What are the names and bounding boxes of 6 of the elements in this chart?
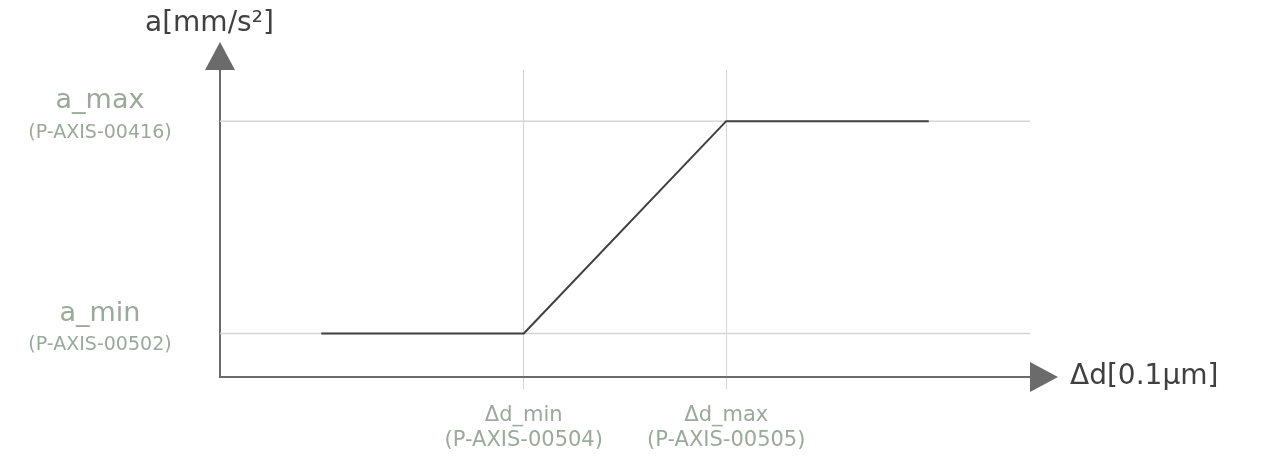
ref-line-label: a_max (P-AXIS-00416) [28,83,172,143]
x-axis-title: Δd[0.1μm] [1070,358,1219,392]
y-axis-title: a[mm/s²] [145,5,274,39]
x-tick-label: Δd_max (P-AXIS-00505) [647,402,806,452]
x-tick-label: Δd_min (P-AXIS-00504) [444,402,603,452]
ref-line-label: a_min (P-AXIS-00502) [28,295,172,355]
